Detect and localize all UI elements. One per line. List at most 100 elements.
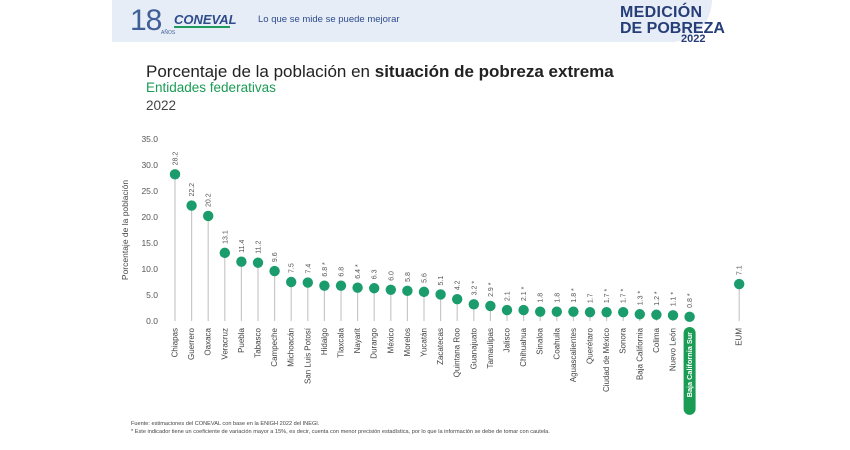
category-label: Zacatecas [436, 328, 445, 365]
value-label: 6.4 * [355, 264, 362, 279]
value-label: 2.1 [505, 291, 512, 301]
data-point [352, 282, 363, 293]
data-point [667, 310, 679, 321]
data-point [651, 309, 662, 320]
data-point [601, 306, 612, 318]
value-label: 13.1 [222, 230, 229, 244]
data-point [169, 169, 181, 180]
value-label: 28.2 [173, 152, 180, 166]
category-label: EUM [735, 328, 744, 346]
value-label: 22.2 [189, 183, 196, 197]
value-label: 6.8 * [322, 262, 329, 277]
data-point [551, 306, 562, 317]
category-label: Tabasco [254, 327, 263, 357]
chart-period: 2022 [146, 98, 177, 113]
value-label: 1.3 * [637, 291, 644, 306]
category-label: Chiapas [171, 328, 180, 357]
category-label: Tamaulipas [486, 328, 495, 368]
category-label: Sonora [619, 327, 628, 353]
footnote-cv-note: * Este indicador tiene un coeficiente de… [131, 429, 550, 435]
data-point [286, 276, 297, 288]
category-label: Chihuahua [519, 327, 528, 366]
category-label-highlight: Baja California Sur [685, 332, 694, 397]
campaign-title-line1: MEDICIÓN [620, 4, 703, 21]
category-label: Morelos [403, 328, 412, 356]
data-point [518, 304, 529, 316]
data-point [219, 247, 230, 259]
category-label: Tlaxcala [337, 327, 346, 357]
highlight-pill [683, 327, 696, 415]
value-label: 1.7 [588, 293, 595, 303]
data-point [236, 256, 247, 267]
category-label: México [386, 327, 395, 353]
data-point [501, 304, 513, 316]
data-point [302, 277, 313, 288]
campaign-year: 2022 [681, 33, 706, 45]
category-label: Hidalgo [320, 327, 329, 355]
category-label: Quintana Roo [453, 327, 462, 377]
value-label: 20.2 [206, 193, 213, 207]
value-label: 7.1 [737, 265, 744, 275]
category-label: Veracruz [220, 328, 229, 360]
data-point [584, 306, 596, 318]
value-label: 11.4 [239, 240, 246, 253]
value-label: 1.8 [538, 293, 545, 303]
value-label: 6.8 [339, 267, 346, 277]
data-point [418, 286, 430, 298]
y-tick-label: 35.0 [141, 134, 158, 144]
chart-subtitle: Entidades federativas [146, 80, 276, 95]
header-banner [112, 0, 712, 42]
data-point [452, 293, 463, 305]
footnote-source: Fuente: estimaciones del CONEVAL con bas… [131, 421, 320, 427]
category-label: Campeche [270, 327, 279, 366]
y-tick-label: 20.0 [141, 212, 158, 222]
data-point [335, 280, 347, 291]
value-label: 2.9 * [488, 282, 495, 297]
value-label: 3.2 * [471, 281, 478, 296]
value-label: 5.1 [438, 276, 445, 286]
chart-title: Porcentaje de la población en situación … [146, 62, 614, 82]
value-label: 0.8 * [687, 293, 694, 308]
value-label: 7.5 [289, 263, 296, 273]
data-point [734, 278, 745, 290]
y-tick-label: 5.0 [146, 290, 158, 300]
data-point [618, 306, 629, 318]
y-tick-label: 25.0 [141, 186, 158, 196]
y-axis-label: Porcentaje de la población [120, 180, 130, 280]
tagline: Lo que se mide se puede mejorar [258, 14, 400, 25]
category-label: Querétaro [586, 327, 595, 364]
category-label: Jalisco [503, 327, 512, 352]
data-point [319, 280, 330, 291]
coneval-logo: CONEVAL [174, 12, 237, 27]
y-tick-label: 30.0 [141, 160, 158, 170]
data-point [252, 257, 264, 268]
value-label: 1.7 * [621, 288, 628, 303]
category-label: Nayarit [353, 327, 362, 353]
category-label: Guerrero [187, 327, 196, 360]
category-label: Coahuila [552, 327, 561, 359]
category-label: San Luis Potosí [303, 327, 312, 384]
category-label: Yucatán [420, 328, 429, 357]
data-point [385, 284, 396, 295]
data-point [435, 289, 446, 300]
data-point [203, 210, 214, 222]
category-label: Puebla [237, 327, 246, 352]
data-point [568, 306, 579, 317]
data-point [634, 309, 645, 320]
value-label: 11.2 [256, 241, 263, 254]
value-label: 6.0 [388, 271, 395, 281]
category-label: Baja California [635, 327, 644, 380]
data-point [369, 283, 380, 294]
value-label: 1.1 * [671, 292, 678, 307]
value-label: 4.2 [455, 280, 462, 290]
category-label: Aguascalientes [569, 328, 578, 382]
category-label: Sinaloa [536, 327, 545, 354]
value-label: 2.1 * [521, 286, 528, 301]
data-point [535, 306, 546, 317]
value-label: 5.6 [422, 273, 429, 283]
value-label: 6.3 [372, 269, 379, 279]
category-label: Guanajuato [469, 327, 478, 369]
category-label: Nuevo León [669, 328, 678, 371]
value-label: 7.4 [305, 264, 312, 274]
